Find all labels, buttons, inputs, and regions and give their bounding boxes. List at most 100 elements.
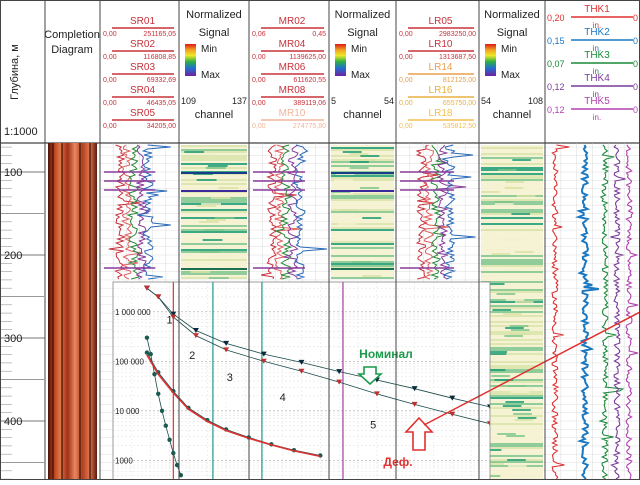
- signal-band-patch: [481, 191, 500, 193]
- thk-curve-name: THK3: [584, 50, 610, 61]
- curve-scale-max: 69332,69: [147, 77, 176, 84]
- signal-band: [331, 219, 394, 221]
- thk-unit: in.: [593, 113, 601, 122]
- signal-band-patch: [508, 269, 527, 271]
- signal-band-patch: [510, 333, 529, 335]
- curve-scale-max: 389119,06: [293, 100, 326, 107]
- signal-band: [181, 273, 247, 275]
- signal-band: [331, 253, 394, 255]
- signal-band: [481, 255, 543, 257]
- signal-band-patch: [211, 197, 231, 199]
- signal-band: [181, 253, 247, 255]
- signal-band: [481, 227, 543, 229]
- curve-scale-min: 0,00: [252, 100, 266, 107]
- signal-band: [481, 235, 543, 237]
- signal-band: [481, 215, 543, 217]
- signal-band: [481, 273, 543, 275]
- curve-scale-min: 0,00: [103, 123, 117, 130]
- signal-colorbar: [485, 44, 496, 76]
- signal-band: [331, 273, 394, 275]
- signal-title: Normalized: [484, 9, 540, 21]
- signal-band-patch: [514, 389, 533, 391]
- signal-band: [481, 263, 543, 265]
- curve-scale-max: 2983250,00: [439, 31, 476, 38]
- signal-band-patch: [199, 221, 219, 223]
- curve-name-mr04: MR04: [279, 39, 306, 50]
- signal-band: [181, 199, 247, 201]
- thk-scale-right: 0: [633, 13, 638, 23]
- signal-band-patch: [218, 187, 238, 189]
- curve-name-mr08: MR08: [279, 85, 306, 96]
- signal-band: [331, 211, 394, 213]
- chart-point: [149, 352, 153, 356]
- signal-band-patch: [190, 271, 210, 273]
- nominal-label: Номинал: [359, 347, 413, 361]
- signal-anomaly: [181, 268, 247, 270]
- signal-band-patch: [492, 253, 511, 255]
- signal-band: [331, 207, 394, 209]
- signal-band: [481, 225, 543, 227]
- signal-band: [181, 257, 247, 259]
- signal-band: [181, 201, 247, 203]
- signal-band-patch: [517, 195, 536, 197]
- curve-scale-max: 46435,05: [147, 100, 176, 107]
- signal-band: [331, 147, 394, 149]
- signal-band: [181, 263, 247, 265]
- curve-name-lr14: LR14: [429, 62, 453, 73]
- thk-scale-left: 0,20: [547, 13, 565, 23]
- depth-tick-label: 200: [4, 250, 22, 262]
- signal-range-min: 54: [481, 96, 491, 106]
- signal-band: [481, 247, 543, 249]
- thk-scale-left: 0,12: [547, 82, 565, 92]
- signal-band: [181, 211, 247, 213]
- curve-scale-min: 0,00: [103, 77, 117, 84]
- signal-anomaly: [331, 190, 394, 192]
- signal-band-patch: [483, 275, 502, 277]
- signal-band-patch: [497, 293, 516, 295]
- signal-band-patch: [506, 299, 525, 301]
- signal-band-patch: [197, 205, 217, 207]
- signal-band: [331, 201, 394, 203]
- signal-band: [481, 173, 543, 175]
- signal-band: [481, 241, 543, 243]
- signal-band: [481, 189, 543, 191]
- signal-band-patch: [503, 313, 522, 315]
- signal-band: [331, 239, 394, 241]
- signal-band: [181, 159, 247, 161]
- signal-band-patch: [200, 251, 220, 253]
- chart-ytick-label: 10 000: [115, 407, 140, 416]
- curve-scale-max: 251165,05: [143, 31, 176, 38]
- signal-band: [331, 247, 394, 249]
- signal-band-patch: [340, 209, 359, 211]
- signal-band-patch: [208, 165, 228, 167]
- curve-scale-max: 1313687,50: [439, 54, 476, 61]
- log-curve: [293, 145, 327, 279]
- signal-band: [481, 243, 543, 245]
- signal-band: [481, 155, 543, 157]
- signal-colorbar: [185, 44, 196, 76]
- signal-band: [481, 265, 543, 267]
- signal-band: [331, 185, 394, 187]
- curve-scale-max: 611620,55: [293, 77, 326, 84]
- signal-band-patch: [334, 179, 353, 181]
- signal-band: [481, 161, 543, 163]
- chart-ytick-label: 1 000 000: [115, 308, 151, 317]
- signal-band-patch: [355, 215, 374, 217]
- signal-band-patch: [184, 151, 204, 153]
- signal-band: [481, 151, 543, 153]
- signal-band: [331, 149, 394, 151]
- signal-band-patch: [338, 223, 357, 225]
- signal-band: [481, 233, 543, 235]
- signal-band-patch: [486, 249, 505, 251]
- curve-scale-max: 34205,00: [147, 123, 176, 130]
- chart-point: [160, 409, 164, 413]
- signal-band: [331, 237, 394, 239]
- signal-band: [331, 225, 394, 227]
- signal-band: [181, 235, 247, 237]
- signal-band: [331, 169, 394, 171]
- log-curve: [442, 145, 475, 279]
- signal-band-patch: [495, 185, 514, 187]
- chart-region-label: 3: [227, 372, 233, 384]
- signal-min-label: Min: [201, 44, 217, 55]
- curve-scale-min: 0,00: [252, 123, 266, 130]
